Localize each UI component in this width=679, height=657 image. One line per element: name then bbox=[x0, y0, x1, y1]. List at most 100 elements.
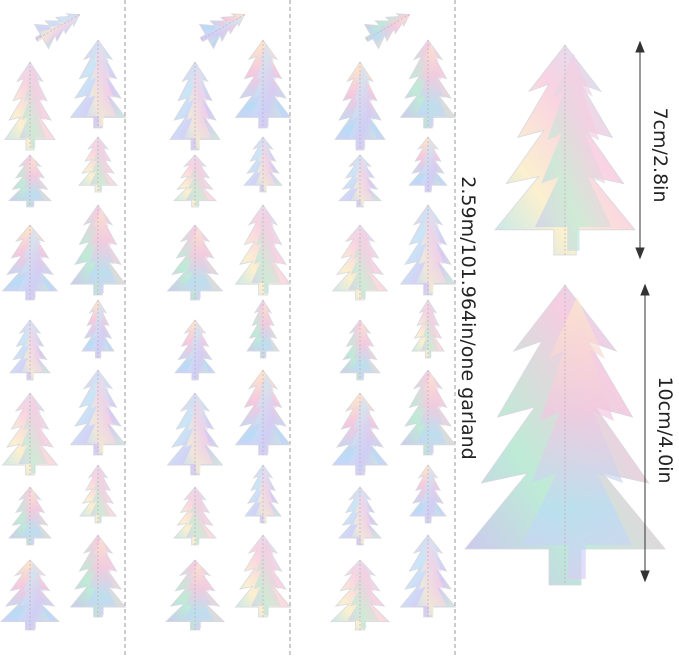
tree-fin bbox=[251, 538, 282, 616]
tree bbox=[234, 369, 292, 456]
small-tree-height-label: 7cm/2.8in bbox=[649, 108, 671, 203]
tree bbox=[338, 154, 382, 208]
tree-string bbox=[36, 14, 80, 40]
tree bbox=[198, 13, 246, 50]
tree-fin bbox=[185, 157, 210, 206]
tree bbox=[69, 39, 127, 129]
tree bbox=[169, 61, 221, 151]
tree bbox=[69, 534, 127, 618]
large-tree-height-label: 10cm/4.0in bbox=[654, 376, 676, 483]
tree bbox=[234, 39, 292, 129]
tree bbox=[69, 204, 127, 296]
tree-fin bbox=[182, 562, 215, 629]
tree bbox=[464, 284, 666, 586]
tree-fin bbox=[86, 373, 117, 454]
tree-fin bbox=[256, 302, 274, 357]
trees bbox=[0, 13, 666, 631]
tree-fin bbox=[186, 322, 209, 379]
tree-string bbox=[201, 14, 245, 40]
tree-fin bbox=[416, 208, 447, 294]
tree bbox=[246, 299, 280, 359]
tree-fin bbox=[421, 302, 439, 357]
tree-fin bbox=[254, 139, 276, 191]
tree-fin bbox=[367, 16, 409, 45]
tree bbox=[4, 61, 56, 151]
tree-fin bbox=[20, 157, 45, 206]
tree-fin bbox=[86, 43, 117, 127]
tree-fin bbox=[20, 489, 45, 544]
tree bbox=[81, 299, 115, 359]
tree-fin bbox=[420, 467, 441, 522]
tree bbox=[399, 534, 457, 618]
tree-fin bbox=[416, 43, 447, 127]
tree bbox=[408, 136, 448, 193]
tree-fin bbox=[183, 396, 214, 474]
tree-fin bbox=[251, 43, 282, 127]
tree bbox=[494, 44, 636, 256]
tree-fin bbox=[251, 373, 282, 454]
tree bbox=[411, 299, 445, 359]
arrow-heads bbox=[640, 283, 650, 583]
tree-fin bbox=[19, 65, 47, 149]
tree bbox=[165, 559, 225, 631]
tree bbox=[8, 486, 52, 546]
tree bbox=[79, 464, 117, 524]
tree-fin bbox=[91, 302, 109, 357]
tree bbox=[69, 369, 127, 456]
tree-fin bbox=[416, 373, 447, 454]
tree bbox=[399, 39, 457, 129]
tree-fin bbox=[18, 228, 49, 299]
tree-fin bbox=[17, 562, 50, 629]
tree-fin bbox=[347, 562, 380, 629]
tree bbox=[331, 224, 389, 301]
arrow-heads bbox=[635, 40, 645, 260]
tree bbox=[174, 319, 216, 381]
tree bbox=[166, 224, 224, 301]
tree bbox=[173, 154, 217, 208]
tree bbox=[399, 369, 457, 456]
tree-fin bbox=[202, 16, 244, 45]
tree-fin bbox=[350, 489, 375, 544]
tree bbox=[409, 464, 447, 524]
tree-fin bbox=[86, 538, 117, 616]
tree bbox=[78, 136, 118, 193]
tree-fin bbox=[183, 228, 214, 299]
tree bbox=[33, 13, 81, 50]
tree-fin bbox=[184, 65, 212, 149]
tree bbox=[1, 224, 59, 301]
tree-fin bbox=[419, 139, 441, 191]
tree bbox=[166, 392, 224, 476]
tree-fin bbox=[185, 489, 210, 544]
tree-fin bbox=[534, 53, 612, 251]
tree-fin bbox=[18, 396, 49, 474]
tree-fin bbox=[348, 228, 379, 299]
tree-fin bbox=[351, 322, 374, 379]
tree-fin bbox=[416, 538, 447, 616]
tree-string bbox=[366, 14, 410, 40]
tree-fin bbox=[349, 65, 377, 149]
dimension-arrows bbox=[635, 40, 650, 583]
garland-length-label: 2.59m/101.964in/one garland bbox=[457, 176, 479, 459]
tree bbox=[8, 154, 52, 208]
tree-fin bbox=[89, 139, 111, 191]
tree bbox=[339, 319, 381, 381]
tree bbox=[234, 534, 292, 618]
tree bbox=[1, 392, 59, 476]
tree bbox=[331, 392, 389, 476]
divider-lines bbox=[124, 0, 456, 657]
tree-fin bbox=[21, 322, 44, 379]
tree bbox=[243, 136, 283, 193]
tree bbox=[363, 13, 411, 50]
tree bbox=[173, 486, 217, 546]
tree-fin bbox=[90, 467, 111, 522]
tree-fin bbox=[255, 467, 276, 522]
tree-fin bbox=[251, 208, 282, 294]
tree-fin bbox=[37, 16, 79, 45]
tree bbox=[399, 204, 457, 296]
tree-fin bbox=[350, 157, 375, 206]
tree bbox=[9, 319, 51, 381]
tree bbox=[338, 486, 382, 546]
tree bbox=[0, 559, 60, 631]
tree bbox=[330, 559, 390, 631]
